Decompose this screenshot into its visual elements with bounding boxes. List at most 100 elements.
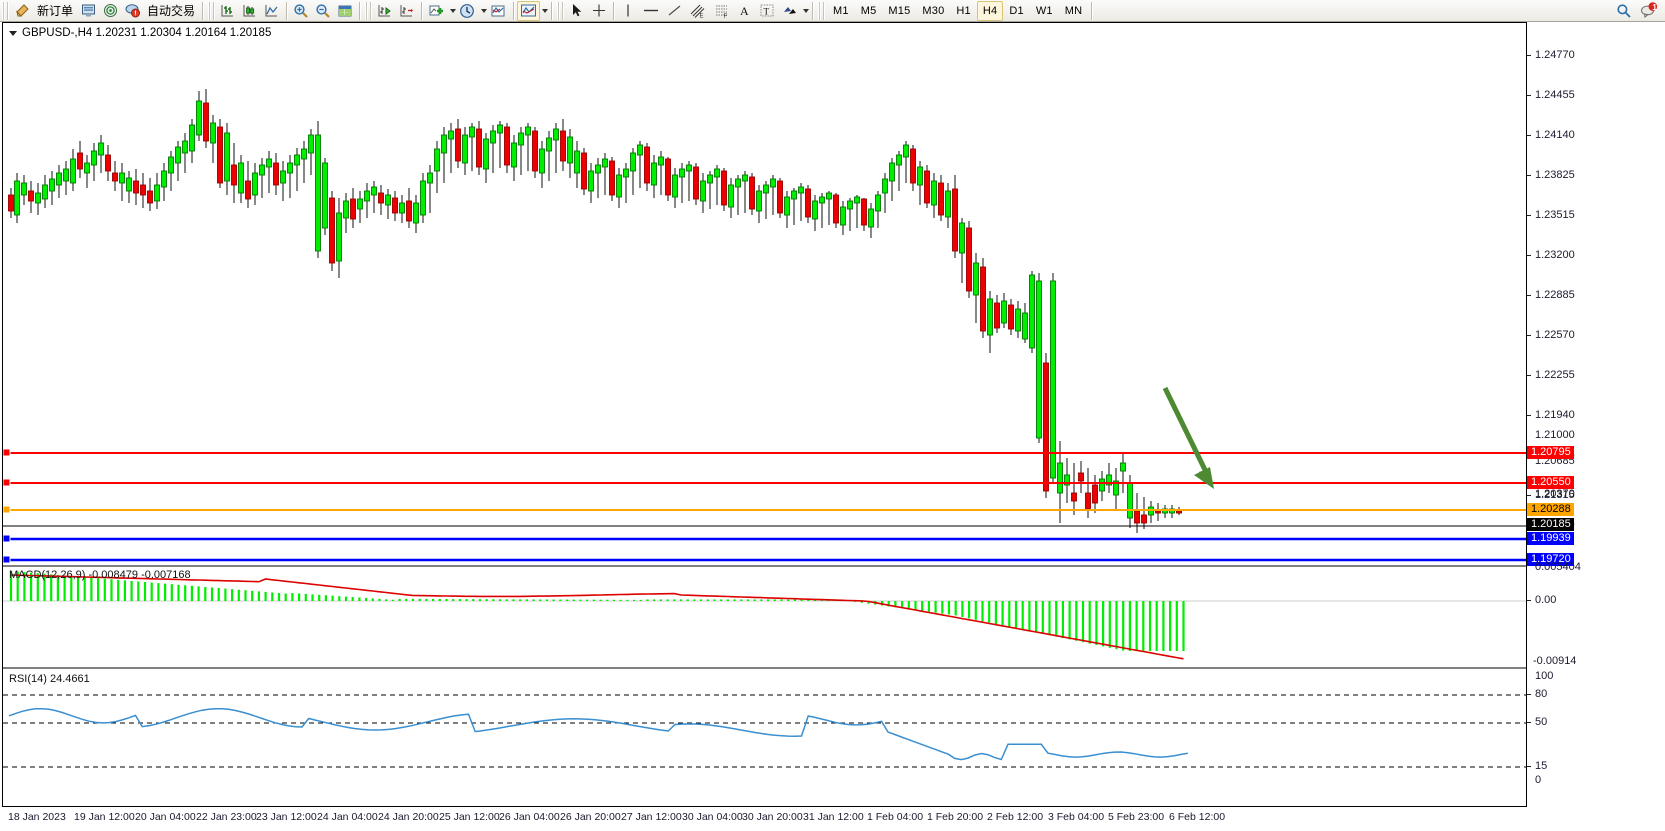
horizontal-line-icon[interactable]	[639, 1, 663, 21]
vertical-line-icon[interactable]	[617, 1, 639, 21]
chart-canvas	[3, 89, 1526, 768]
price-tag-support-2[interactable]: 1.19720	[1527, 553, 1574, 566]
grid-icon[interactable]	[334, 1, 356, 21]
axis-tick-mark	[1527, 135, 1531, 136]
auto-scroll-icon[interactable]	[374, 1, 396, 21]
candlestick-chart-icon[interactable]	[239, 1, 261, 21]
cursor-icon[interactable]	[566, 1, 588, 21]
time-tick-2: 20 Jan 04:00	[135, 811, 196, 823]
time-tick-12: 30 Jan 20:00	[742, 811, 803, 823]
axis-tick-mark	[1527, 175, 1531, 176]
equidistant-channel-icon[interactable]: E	[686, 1, 710, 21]
price-tick-9: 1.21940	[1535, 409, 1575, 421]
timeframe-m5[interactable]: M5	[860, 4, 877, 17]
text-icon[interactable]: A	[734, 1, 756, 21]
text-label-icon[interactable]: T	[756, 1, 778, 21]
rsi-tick-0: 100	[1535, 670, 1554, 682]
data-window-icon[interactable]	[77, 1, 99, 21]
time-tick-3: 22 Jan 23:00	[196, 811, 257, 823]
time-tick-14: 1 Feb 04:00	[867, 811, 924, 823]
resistance-line-2-handle	[3, 478, 11, 487]
toolbar-separator-7	[613, 1, 615, 20]
price-tick-4: 1.23515	[1535, 209, 1575, 221]
toolbar-separator-5	[513, 1, 515, 20]
price-tag-value: 1.19939	[1531, 532, 1571, 544]
chevron-down-icon[interactable]	[450, 8, 457, 13]
price-level-lines	[3, 448, 1526, 564]
support-line-1-handle	[3, 534, 11, 543]
price-tag-resistance-1[interactable]: 1.20795	[1527, 446, 1574, 459]
toolbar-grip-5[interactable]	[818, 1, 826, 20]
search-icon[interactable]	[1613, 1, 1635, 21]
toolbar-separator-3	[359, 1, 361, 20]
shapes-icon[interactable]	[778, 1, 801, 21]
alerts-icon[interactable]	[121, 1, 143, 21]
time-axis[interactable]: 18 Jan 2023 19 Jan 12:00 20 Jan 04:00 22…	[2, 807, 1527, 831]
new-order-icon[interactable]	[11, 1, 33, 21]
chevron-down-icon-3[interactable]	[542, 8, 549, 13]
navigator-icon[interactable]	[99, 1, 121, 21]
crosshair-icon[interactable]	[588, 1, 610, 21]
bar-chart-icon[interactable]	[217, 1, 239, 21]
chart-plot[interactable]: GBPUSD-,H4 1.20231 1.20304 1.20164 1.201…	[2, 22, 1527, 807]
line-chart-icon[interactable]	[261, 1, 283, 21]
toolbar-grip-3[interactable]	[365, 1, 373, 20]
axis-tick-mark	[1527, 722, 1531, 723]
price-tag-current: 1.20185	[1527, 518, 1574, 531]
toolbar-grip-4[interactable]	[557, 1, 565, 20]
axis-tick-mark	[1527, 600, 1531, 601]
timeframe-m1[interactable]: M1	[833, 4, 849, 17]
time-tick-17: 3 Feb 04:00	[1048, 811, 1105, 823]
fibonacci-icon[interactable]: F	[710, 1, 734, 21]
chevron-down-icon-2[interactable]	[481, 8, 488, 13]
toolbar-separator-9	[1091, 1, 1093, 20]
new-order-label[interactable]: 新订单	[37, 4, 74, 18]
price-tag-resistance-2[interactable]: 1.20550	[1527, 476, 1574, 489]
autotrading-label[interactable]: 自动交易	[147, 4, 196, 18]
chart-shift-icon[interactable]	[396, 1, 418, 21]
timeframe-mn[interactable]: MN	[1064, 4, 1083, 17]
timeframe-m15[interactable]: M15	[888, 4, 911, 17]
chart-area[interactable]: GBPUSD-,H4 1.20231 1.20304 1.20164 1.201…	[0, 22, 1665, 831]
price-axis[interactable]: 1.24770 1.24455 1.24140 1.23825 1.23515 …	[1527, 22, 1665, 807]
axis-tick-mark	[1527, 375, 1531, 376]
price-tag-support-1[interactable]: 1.19939	[1527, 532, 1574, 545]
axis-tick-mark	[1527, 95, 1531, 96]
period-icon[interactable]	[456, 1, 479, 21]
svg-text:T: T	[764, 7, 770, 17]
timeframe-m30[interactable]: M30	[922, 4, 945, 17]
rsi-pane	[3, 694, 1526, 768]
candlestick-series	[8, 89, 1182, 533]
symbol-header-text: GBPUSD-,H4 1.20231 1.20304 1.20164 1.201…	[22, 27, 272, 39]
rsi-tick-3: 15	[1535, 760, 1548, 772]
axis-tick-mark	[1527, 694, 1531, 695]
price-tag-value: 1.20550	[1531, 476, 1571, 488]
rsi-tick-4: 0	[1535, 774, 1542, 786]
templates-dropdown-icon[interactable]	[517, 0, 541, 21]
chevron-down-icon-4[interactable]	[803, 8, 810, 13]
time-tick-10: 27 Jan 12:00	[621, 811, 682, 823]
timeframe-h1[interactable]: H1	[956, 4, 971, 17]
time-tick-9: 26 Jan 20:00	[560, 811, 621, 823]
axis-tick-mark	[1527, 255, 1531, 256]
price-tag-value: 1.20795	[1531, 446, 1571, 458]
trendline-icon[interactable]	[663, 1, 686, 21]
timeframe-d1[interactable]: D1	[1009, 4, 1024, 17]
toolbar-grip[interactable]	[2, 1, 9, 20]
time-tick-4: 23 Jan 12:00	[256, 811, 317, 823]
chart-menu-icon[interactable]	[9, 30, 17, 36]
notification-icon[interactable]: 1	[1637, 1, 1661, 21]
toolbar-grip-2[interactable]	[208, 1, 216, 20]
zoom-out-icon[interactable]	[312, 1, 334, 21]
templates-icon[interactable]	[487, 1, 510, 21]
add-indicator-icon[interactable]	[425, 1, 448, 21]
rsi-line	[8, 707, 1188, 761]
timeframe-w1[interactable]: W1	[1035, 4, 1053, 17]
notification-count: 1	[1652, 1, 1657, 12]
zoom-in-icon[interactable]	[290, 1, 312, 21]
time-tick-8: 26 Jan 04:00	[499, 811, 560, 823]
timeframe-h4[interactable]: H4	[976, 0, 1004, 21]
main-toolbar: 新订单 自动交易	[0, 0, 1665, 22]
price-tag-entry[interactable]: 1.20288	[1527, 503, 1574, 516]
down-arrow-annotation	[1162, 386, 1214, 489]
